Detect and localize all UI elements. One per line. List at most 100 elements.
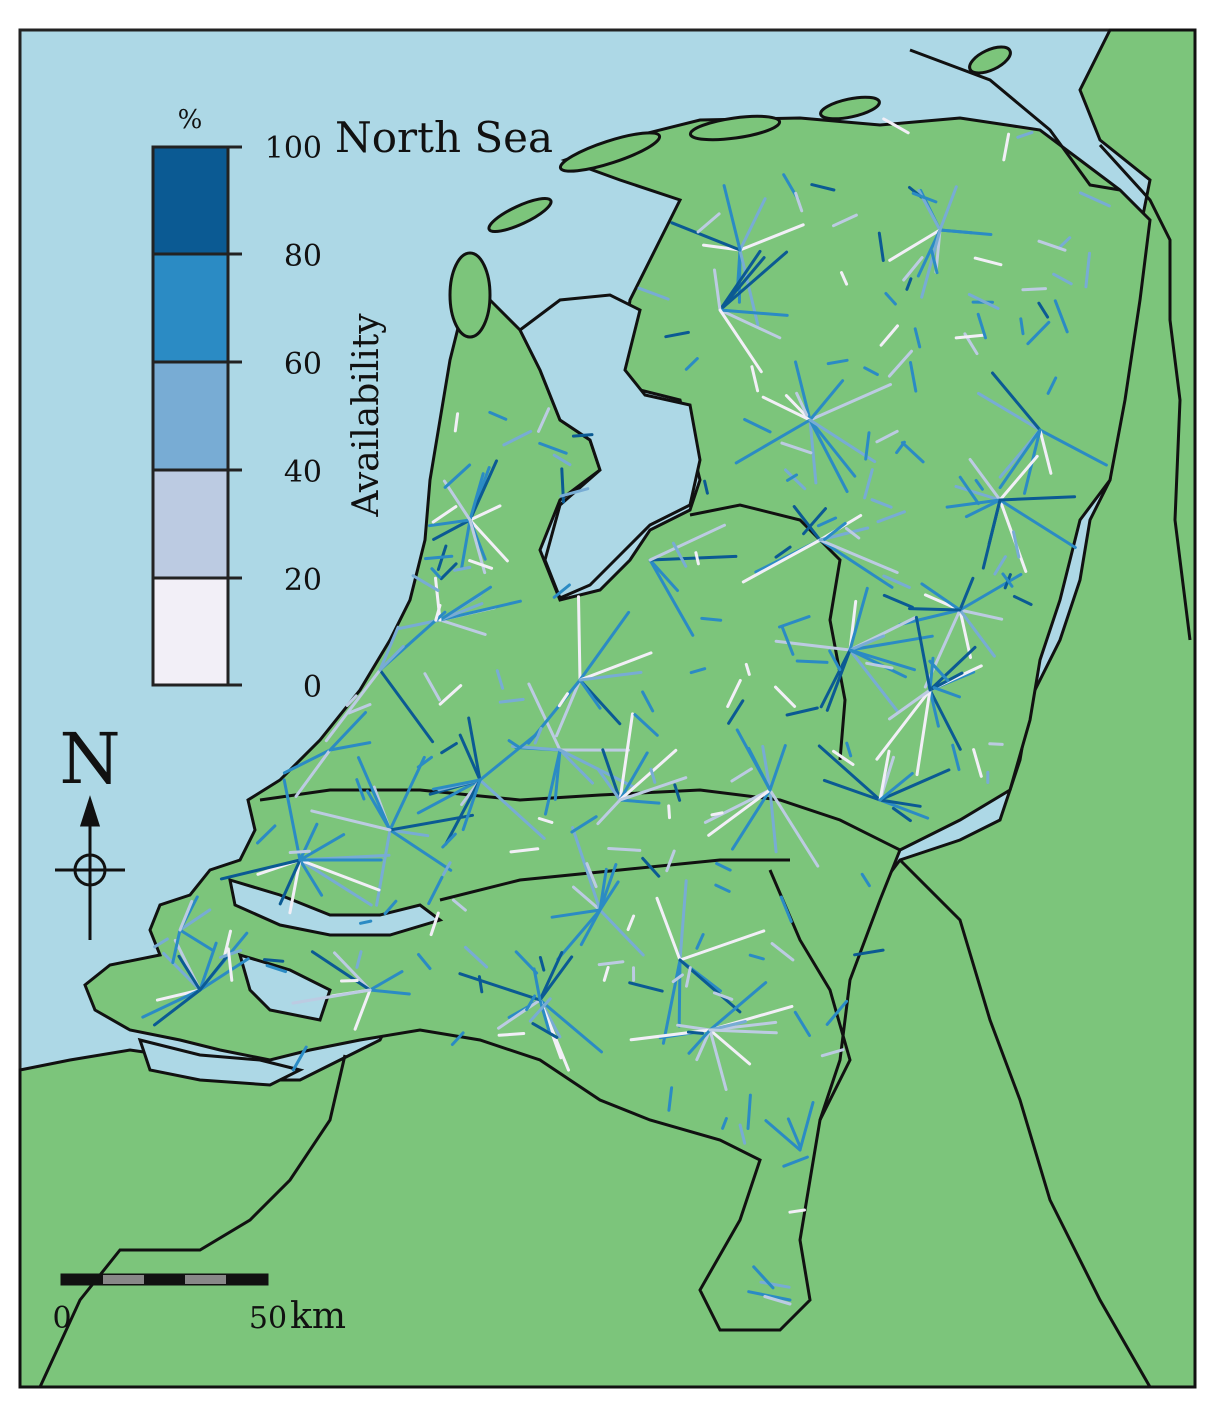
network-segment [278,858,302,906]
network-segment [685,966,692,988]
network-segment [958,608,972,659]
network-segment [618,798,661,805]
network-segment [730,767,753,783]
network-segment [707,788,772,837]
network-segment [451,898,467,912]
network-segment [468,518,509,563]
network-segment [710,811,724,817]
network-segment [388,828,453,872]
network-segment [432,518,472,541]
network-segment [198,953,230,992]
network-segment [744,662,751,676]
network-segment [219,858,302,881]
sea-label: North Sea [335,113,553,162]
network-segment [458,733,482,782]
network-segment [1026,320,1051,346]
legend-tick: 0 [303,670,322,705]
network-segment [882,574,911,589]
network-segment [945,498,1002,509]
network-segment [498,697,525,704]
wadden-islands [448,45,1012,339]
network-segment [677,958,682,1028]
network-segment [938,185,958,232]
network-segment [877,231,885,262]
network-segment [648,558,695,637]
network-segment [468,504,502,522]
network-segment [958,608,1004,621]
network-segment [577,595,582,682]
network-segment [378,668,435,744]
network-segment [832,213,858,228]
network-segment [888,688,932,721]
network-segment [424,554,454,561]
network-segment [1046,376,1058,395]
network-segment [763,1295,792,1306]
scale-start: 0 [52,1301,71,1336]
network-segment [667,1086,674,1112]
network-segment [661,958,682,1045]
network-segment [555,678,582,738]
network-segment [431,778,482,791]
network-segment [878,749,891,802]
network-segment [794,360,812,422]
network-segment [550,908,602,919]
network-segment [648,523,726,562]
network-segment [998,495,1077,502]
network-segment [478,778,546,840]
network-segment [383,899,398,916]
legend-class-40-60 [151,360,230,472]
network-segment [263,958,285,963]
network-segment [430,567,442,579]
network-segment [875,429,899,444]
network-segment [780,625,795,656]
network-segment [345,694,358,707]
network-segment [951,743,961,772]
network-segment [641,690,655,713]
network-segment [794,191,804,213]
network-segment [294,748,332,798]
network-segment [1012,530,1021,559]
network-segment [514,950,539,975]
network-segment [538,998,552,1035]
network-segment [860,872,871,888]
network-segment [655,896,682,962]
network-segment [1016,130,1034,139]
network-segment [324,668,382,743]
network-segment [708,1028,728,1091]
network-segment [678,879,688,962]
network-segment [780,441,813,455]
legend-class-80-100 [151,145,230,256]
network-segment [596,767,622,802]
network-segment [155,988,202,1002]
network-segment [988,742,1004,746]
compass: N [55,718,125,940]
network-segment [738,223,805,252]
network-segment [288,849,311,854]
network-segment [509,847,540,854]
network-segment [538,441,568,455]
network-segment [291,988,372,1005]
network-segment [153,937,169,949]
network-segment [879,324,899,347]
network-segment [823,521,847,541]
network-segment [438,602,484,622]
network-segment [958,475,980,506]
network-segment [713,268,722,312]
network-segment [832,749,855,766]
network-segment [878,798,922,808]
network-segment [913,327,922,349]
network-segment [928,688,962,751]
network-segment [686,1030,704,1035]
network-segment [453,412,460,433]
network-segment [820,1048,845,1058]
network-segment [746,1093,752,1130]
network-segment [695,1028,712,1062]
network-segment [818,538,899,574]
network-segment [816,516,838,528]
network-segment [902,256,924,282]
network-segment [460,518,472,570]
network-segment [778,615,811,629]
network-segment [178,899,194,932]
network-segment [932,686,961,699]
network-segment [1012,595,1033,606]
